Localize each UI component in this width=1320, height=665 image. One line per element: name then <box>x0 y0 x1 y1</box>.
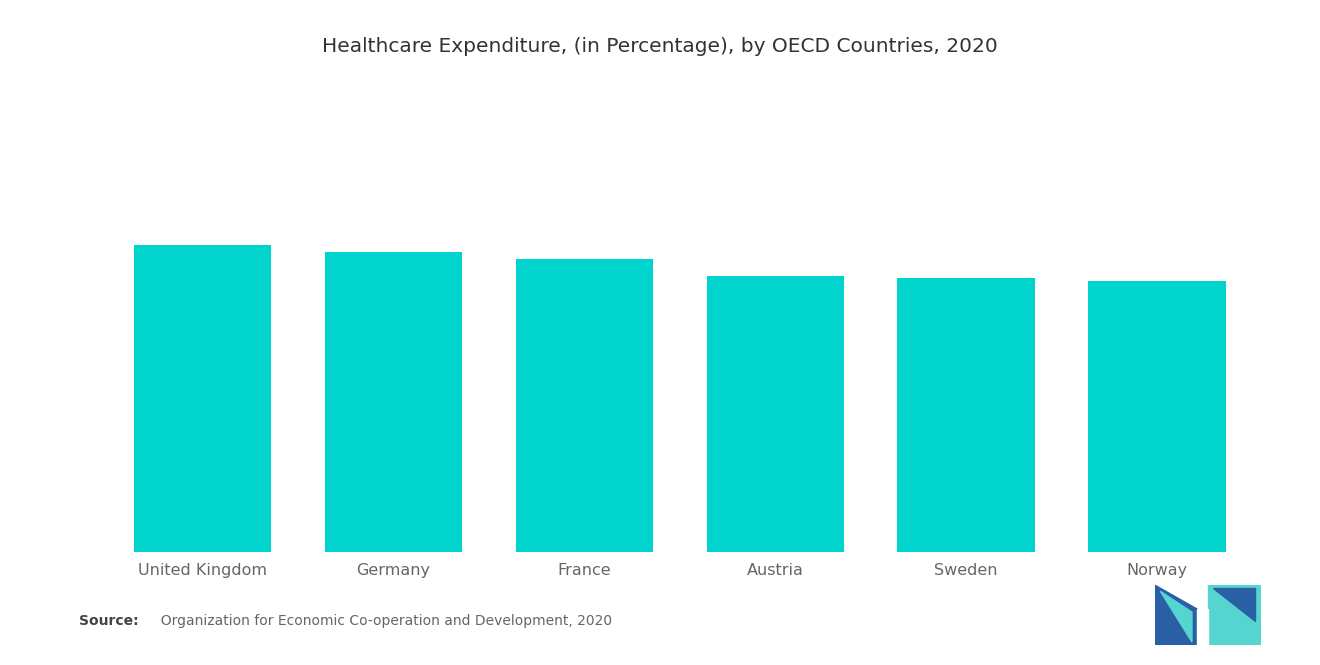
Text: Organization for Economic Co-operation and Development, 2020: Organization for Economic Co-operation a… <box>152 614 612 628</box>
Bar <box>1089 281 1226 552</box>
Polygon shape <box>1197 609 1208 645</box>
Bar <box>706 276 843 552</box>
Text: Source:: Source: <box>79 614 139 628</box>
Polygon shape <box>1208 585 1261 645</box>
Bar <box>133 245 271 552</box>
Bar <box>325 252 462 552</box>
Text: Healthcare Expenditure, (in Percentage), by OECD Countries, 2020: Healthcare Expenditure, (in Percentage),… <box>322 37 998 56</box>
Bar <box>898 278 1035 552</box>
Polygon shape <box>1155 585 1197 645</box>
Polygon shape <box>1160 591 1192 642</box>
Bar <box>516 259 653 552</box>
Polygon shape <box>1213 589 1255 621</box>
